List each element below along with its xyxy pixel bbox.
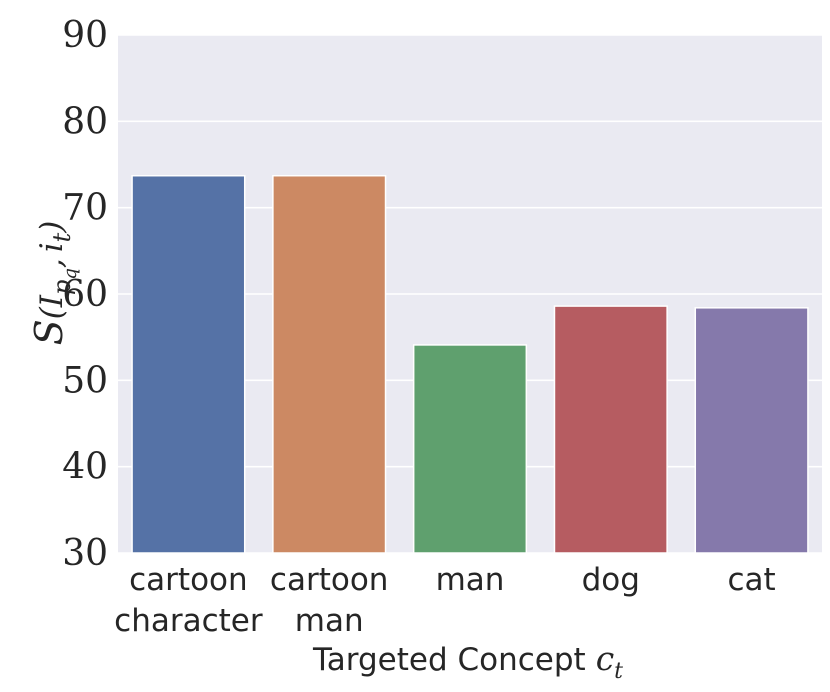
x-tick-label: dog: [582, 562, 640, 598]
bar: [694, 307, 809, 554]
x-axis-title: Targeted Concept ct: [312, 639, 623, 684]
y-axis-title: S(Ipq,it): [27, 221, 81, 346]
y-tick-label: 50: [62, 360, 108, 401]
y-tick-label: 40: [62, 447, 108, 488]
x-axis-title-text: Targeted Concept: [312, 642, 586, 678]
y-tick-label: 90: [62, 15, 108, 56]
x-axis-title-subscript: t: [614, 659, 623, 684]
bars: [131, 174, 809, 554]
y-tick-label: 30: [62, 533, 108, 574]
bar: [553, 305, 668, 554]
x-tick-label: cartoon: [270, 562, 389, 598]
x-tick-label: man: [295, 603, 364, 639]
y-tick-label: 70: [62, 188, 108, 229]
y-tick-labels: 30 40 50 60 70 80 90: [62, 15, 108, 574]
y-tick-label: 60: [62, 274, 108, 315]
svg-text:S(Ipq,it): S(Ipq,it): [27, 221, 81, 346]
x-tick-label: cartoon: [129, 562, 248, 598]
x-tick-label: character: [114, 603, 263, 639]
bar: [412, 344, 528, 554]
y-tick-label: 80: [62, 101, 108, 142]
bar: [131, 174, 246, 554]
x-axis-title-symbol: c: [596, 639, 614, 678]
x-tick-label: man: [436, 562, 505, 598]
x-tick-label: cat: [727, 562, 775, 598]
bar: [272, 174, 387, 554]
